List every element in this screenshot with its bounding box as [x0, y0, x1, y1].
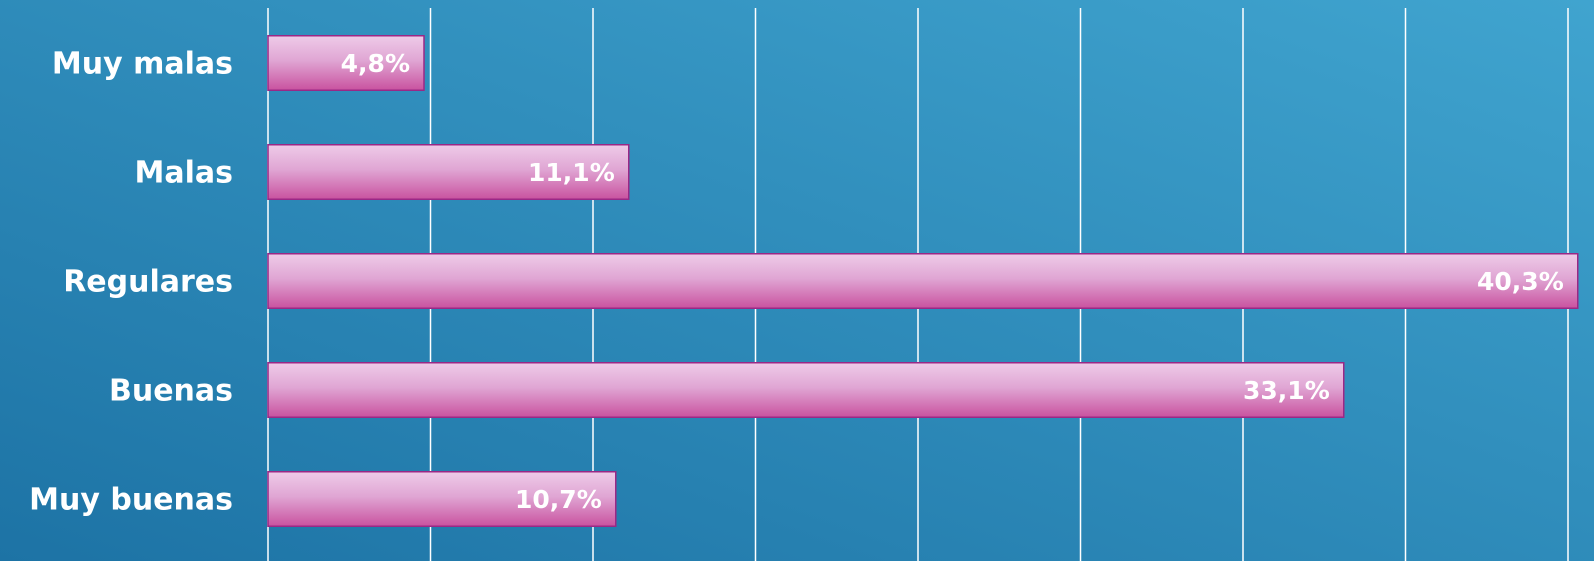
bar	[267, 253, 1579, 309]
y-tick-label: Malas	[135, 156, 233, 191]
y-tick-label: Regulares	[63, 265, 233, 300]
bar	[267, 362, 1345, 418]
data-label: 10,7%	[515, 485, 602, 514]
data-label: 11,1%	[528, 158, 615, 187]
bar	[267, 471, 617, 527]
y-tick-label: Buenas	[109, 374, 233, 409]
bar	[267, 35, 425, 91]
data-label: 40,3%	[1477, 267, 1564, 296]
y-tick-label: Muy malas	[52, 47, 233, 82]
data-label: 4,8%	[341, 49, 410, 78]
y-tick-label: Muy buenas	[29, 483, 233, 518]
bar	[267, 144, 630, 200]
data-label: 33,1%	[1243, 376, 1330, 405]
